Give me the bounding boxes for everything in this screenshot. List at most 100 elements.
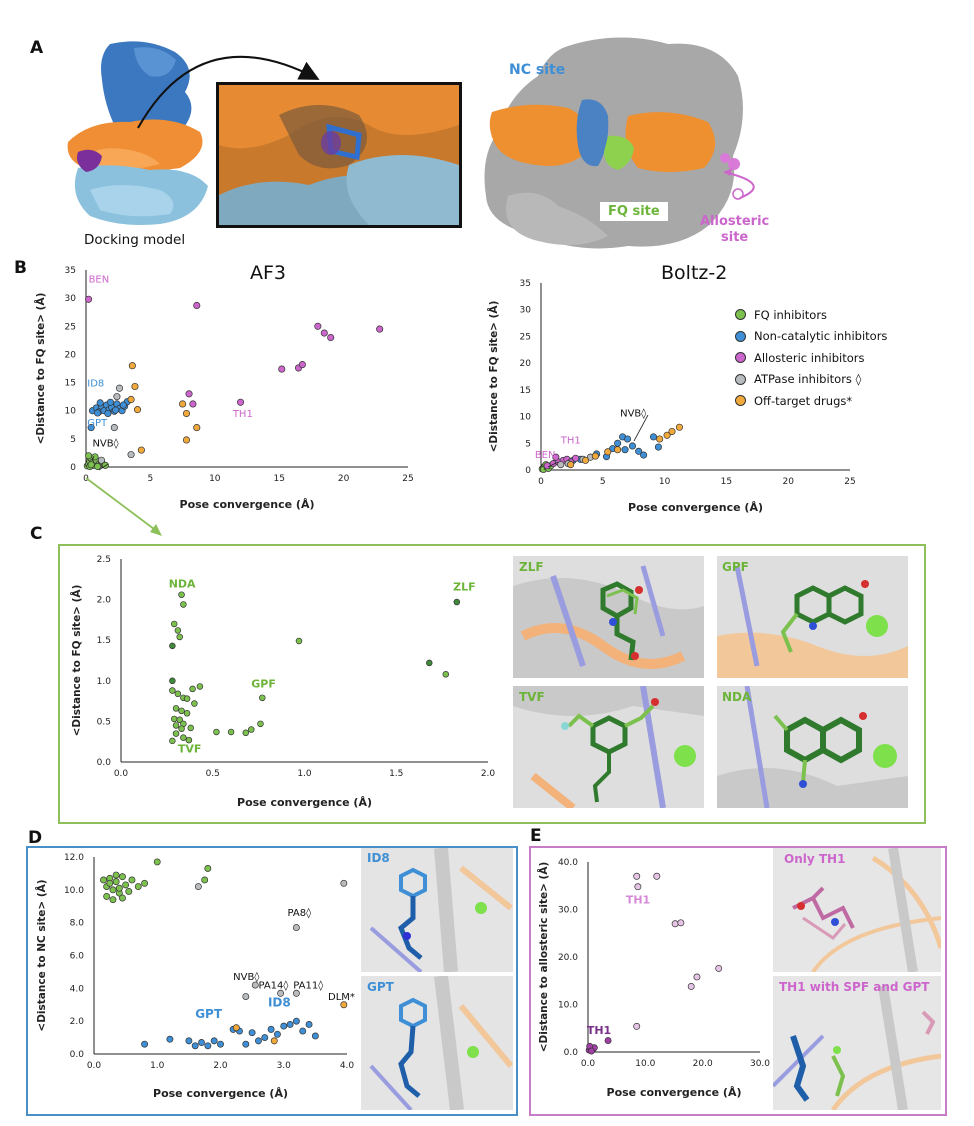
x-tick-label: 0.0 (581, 1059, 596, 1069)
data-point-allosteric-light (693, 973, 701, 981)
annotation-label: NDA (169, 577, 196, 590)
y-axis-label: <Distance to allosteric site> (Å) (537, 862, 550, 1053)
data-point-nc (299, 1027, 307, 1035)
data-point-nc (119, 401, 127, 409)
data-point-fq (442, 671, 450, 678)
x-tick-label: 2.0 (213, 1061, 228, 1071)
y-tick-label: 1.5 (97, 636, 111, 646)
data-point-fq (178, 591, 185, 598)
data-point-fq (180, 734, 187, 741)
data-point-allosteric-light (715, 964, 723, 972)
data-point-nc (635, 447, 643, 455)
y-tick-label: 30.0 (558, 906, 578, 916)
annotation-label: TH1 (560, 435, 581, 446)
data-point-nc (198, 1039, 205, 1046)
data-point-nc (654, 443, 662, 451)
data-point-fq (183, 695, 191, 702)
structure-th1-spf-gpt (773, 976, 941, 1110)
y-tick-label: 20 (520, 359, 532, 369)
annotation-label: GPT (195, 1007, 223, 1021)
annotation-label: BEN (89, 274, 110, 285)
pocket-arrow (137, 55, 320, 129)
y-tick-label: 0.0 (70, 1050, 85, 1060)
y-tick-label: 2.5 (97, 555, 111, 565)
data-point-fq (170, 620, 178, 628)
data-point-atpase (194, 883, 202, 891)
data-point-offtarget (179, 400, 187, 408)
annotation-label: TVF (178, 742, 202, 755)
panel-label-a: A (30, 38, 44, 58)
data-point-nc (640, 451, 648, 459)
data-point-fq (122, 881, 130, 889)
x-tick-label: 10 (659, 477, 671, 487)
data-point-nc (273, 1030, 281, 1038)
data-point-nc (106, 398, 115, 406)
data-point-fq (100, 876, 107, 884)
data-point-nc (166, 1035, 174, 1043)
y-tick-label: 4.0 (70, 984, 85, 994)
structure-gpt (361, 976, 513, 1110)
y-tick-label: 10 (520, 413, 532, 423)
panel-label-d: D (28, 828, 43, 848)
panel-d-frame (26, 846, 518, 1116)
data-point-fq (176, 633, 183, 641)
x-tick-label: 10.0 (635, 1059, 655, 1069)
data-point-offtarget (131, 382, 139, 391)
x-tick-label: 20 (782, 477, 794, 487)
fq-site-label: FQ site (600, 202, 668, 221)
data-point-offtarget (232, 1024, 240, 1032)
x-tick-label: 10 (209, 474, 221, 484)
data-point-atpase (557, 461, 565, 469)
structure-gpf (717, 556, 908, 678)
data-point-fq (180, 601, 187, 608)
y-tick-label: 2.0 (70, 1017, 85, 1027)
data-point-fq (191, 700, 198, 707)
data-point-fq (178, 725, 185, 732)
annotation-label: DLM* (328, 992, 355, 1003)
data-point-fq (134, 883, 142, 891)
y-tick-label: 25 (65, 322, 76, 332)
data-point-nc (210, 1037, 218, 1045)
legend-item-atpase: ATPase inhibitors ◊ (735, 369, 887, 391)
legend-swatch (735, 309, 746, 321)
data-point-fq (109, 886, 117, 894)
annotation-label: NVB◊ (92, 438, 118, 450)
data-point-offtarget (656, 435, 664, 443)
structure-zlf (513, 556, 704, 678)
data-point-nc (623, 435, 632, 443)
data-point-fq (153, 858, 161, 866)
annotation-label: ID8 (87, 379, 104, 390)
structure-label-only-th1: Only TH1 (784, 852, 846, 866)
x-tick-label: 25 (402, 474, 413, 484)
data-point-offtarget (182, 436, 191, 444)
data-point-nc (87, 424, 95, 432)
polymerase-surface (484, 37, 755, 249)
data-point-fq (176, 716, 183, 724)
data-point-nc (255, 1037, 262, 1045)
data-point-offtarget (127, 395, 135, 404)
x-tick-label: 15 (721, 477, 732, 487)
structure-label-gpt: GPT (367, 980, 394, 994)
x-axis-label: Pose convergence (Å) (607, 1086, 742, 1099)
data-point-nc (292, 1017, 300, 1025)
data-point-nc (286, 1020, 294, 1028)
data-point-offtarget (137, 446, 145, 454)
y-axis-label: <Distance to FQ site> (Å) (487, 301, 500, 453)
data-point-allosteric (185, 390, 193, 398)
data-point-nc (242, 1040, 250, 1048)
y-axis-label: <Distance to NC site> (Å) (35, 879, 48, 1031)
data-point-atpase (292, 924, 300, 932)
data-point-offtarget (614, 446, 622, 454)
data-point-offtarget (591, 452, 599, 460)
data-point-fq (259, 694, 266, 702)
legend-label: Off-target drugs* (754, 393, 853, 408)
panel-e-frame (529, 846, 947, 1116)
x-tick-label: 2.0 (481, 769, 496, 779)
y-tick-label: 20.0 (558, 953, 578, 963)
data-point-atpase (251, 981, 259, 989)
data-point-fq (94, 462, 102, 470)
structure-label-zlf: ZLF (519, 560, 544, 574)
